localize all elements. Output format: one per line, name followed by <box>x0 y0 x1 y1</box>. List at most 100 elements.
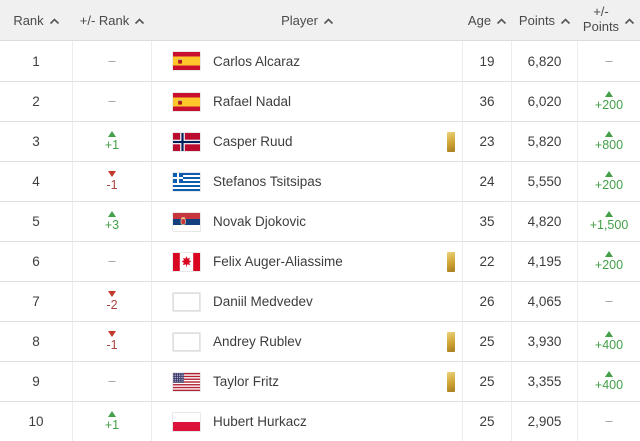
rank-value: 9 <box>32 374 40 389</box>
player-name[interactable]: Felix Auger-Aliassime <box>213 254 343 269</box>
age-cell: 24 <box>463 162 512 201</box>
gold-badge-icon <box>447 251 455 272</box>
player-cell: Andrey Rublev <box>152 322 463 361</box>
rank-change-indicator: – <box>73 82 152 121</box>
col-header-rank[interactable]: Rank <box>0 0 73 40</box>
up-arrow-icon <box>605 170 613 177</box>
table-row[interactable]: 10 +1 Hubert Hurkacz 25 2,905 – <box>0 401 640 441</box>
col-header-rank-change[interactable]: +/- Rank <box>73 0 152 40</box>
player-name[interactable]: Hubert Hurkacz <box>213 414 307 429</box>
no-change-dash: – <box>108 373 116 389</box>
rank-change-indicator: – <box>73 41 152 81</box>
player-name[interactable]: Rafael Nadal <box>213 94 292 109</box>
table-row[interactable]: 8 -1 Andrey Rublev 25 3,930 +400 <box>0 321 640 361</box>
sort-caret-icon <box>560 13 571 28</box>
points-cell: 5,820 <box>512 122 578 161</box>
age-cell: 25 <box>463 322 512 361</box>
rank-cell: 3 <box>0 122 73 161</box>
no-change-dash: – <box>108 52 116 68</box>
down-arrow-icon <box>108 330 116 337</box>
points-change-indicator: +200 <box>578 162 640 201</box>
points-cell: 4,820 <box>512 202 578 241</box>
no-change-dash: – <box>605 52 613 68</box>
age-value: 19 <box>479 53 495 69</box>
player-name[interactable]: Novak Djokovic <box>213 214 307 229</box>
points-value: 6,820 <box>527 53 562 69</box>
table-row[interactable]: 4 -1 Stefanos Tsitsipas 24 5,550 +200 <box>0 161 640 201</box>
table-row[interactable]: 6 – Felix Auger-Aliassime 22 4,195 +200 <box>0 241 640 281</box>
table-row[interactable]: 9 – Taylor Fritz 25 3,355 +400 <box>0 361 640 401</box>
rank-change-indicator: +1 <box>73 402 152 441</box>
points-cell: 3,355 <box>512 362 578 401</box>
col-header-age[interactable]: Age <box>463 0 512 40</box>
up-arrow-icon <box>605 130 613 137</box>
age-value: 24 <box>479 174 495 189</box>
points-cell: 2,905 <box>512 402 578 441</box>
rank-value: 2 <box>32 94 40 109</box>
gold-badge-icon <box>447 331 455 352</box>
table-row[interactable]: 1 – Carlos Alcaraz 19 6,820 – <box>0 41 640 81</box>
points-cell: 6,020 <box>512 82 578 121</box>
rank-value: 10 <box>28 414 44 429</box>
player-name[interactable]: Andrey Rublev <box>213 334 302 349</box>
gre-flag-icon <box>173 172 200 191</box>
col-header-points-change[interactable]: +/- Points <box>578 0 640 40</box>
change-value: +1 <box>104 417 120 432</box>
sort-caret-icon <box>624 13 635 28</box>
table-row[interactable]: 3 +1 Casper Ruud 23 5,820 +800 <box>0 121 640 161</box>
age-value: 22 <box>479 254 495 269</box>
player-cell: Novak Djokovic <box>152 202 463 241</box>
points-change-indicator: +200 <box>578 82 640 121</box>
age-value: 36 <box>479 94 495 109</box>
player-name[interactable]: Casper Ruud <box>213 134 293 149</box>
rank-value: 1 <box>32 53 40 69</box>
points-value: 4,195 <box>527 254 562 269</box>
points-change-indicator: +400 <box>578 362 640 401</box>
pol-flag-icon <box>173 412 200 431</box>
age-cell: 25 <box>463 362 512 401</box>
age-cell: 36 <box>463 82 512 121</box>
change-value: -1 <box>106 337 118 352</box>
rank-cell: 6 <box>0 242 73 281</box>
col-header-points-change-label: +/- Points <box>582 4 620 34</box>
srb-flag-icon <box>173 212 200 231</box>
points-value: 3,355 <box>527 374 562 389</box>
change-value: +800 <box>594 137 624 152</box>
player-name[interactable]: Stefanos Tsitsipas <box>213 174 322 189</box>
rank-change-indicator: +3 <box>73 202 152 241</box>
table-row[interactable]: 2 – Rafael Nadal 36 6,020 +200 <box>0 81 640 121</box>
no-change-dash: – <box>108 93 116 109</box>
col-header-points[interactable]: Points <box>512 0 578 40</box>
sort-caret-icon <box>323 13 334 28</box>
points-cell: 4,195 <box>512 242 578 281</box>
rank-value: 5 <box>32 214 40 229</box>
change-value: +200 <box>594 177 624 192</box>
points-value: 4,820 <box>527 214 562 229</box>
age-value: 26 <box>479 294 495 309</box>
up-arrow-icon <box>605 330 613 337</box>
rank-cell: 4 <box>0 162 73 201</box>
table-row[interactable]: 5 +3 Novak Djokovic 35 4,820 +1,500 <box>0 201 640 241</box>
col-header-player[interactable]: Player <box>152 0 463 40</box>
player-name[interactable]: Taylor Fritz <box>213 374 280 389</box>
rank-cell: 8 <box>0 322 73 361</box>
up-arrow-icon <box>108 210 116 217</box>
rank-change-indicator: – <box>73 242 152 281</box>
player-cell: Felix Auger-Aliassime <box>152 242 463 281</box>
sort-caret-icon <box>49 13 60 28</box>
col-header-points-label: Points <box>518 12 556 28</box>
table-row[interactable]: 7 -2 Daniil Medvedev 26 4,065 – <box>0 281 640 321</box>
col-header-rank-change-label: +/- Rank <box>79 12 130 28</box>
points-cell: 6,820 <box>512 41 578 81</box>
player-name[interactable]: Daniil Medvedev <box>213 294 313 309</box>
age-cell: 19 <box>463 41 512 81</box>
player-cell: Hubert Hurkacz <box>152 402 463 441</box>
change-value: -2 <box>106 297 118 312</box>
rank-cell: 10 <box>0 402 73 441</box>
col-header-age-label: Age <box>467 12 492 28</box>
up-arrow-icon <box>605 250 613 257</box>
usa-flag-icon <box>173 372 200 391</box>
gold-badge-icon <box>447 371 455 392</box>
change-value: +200 <box>594 97 624 112</box>
player-name[interactable]: Carlos Alcaraz <box>213 53 301 69</box>
